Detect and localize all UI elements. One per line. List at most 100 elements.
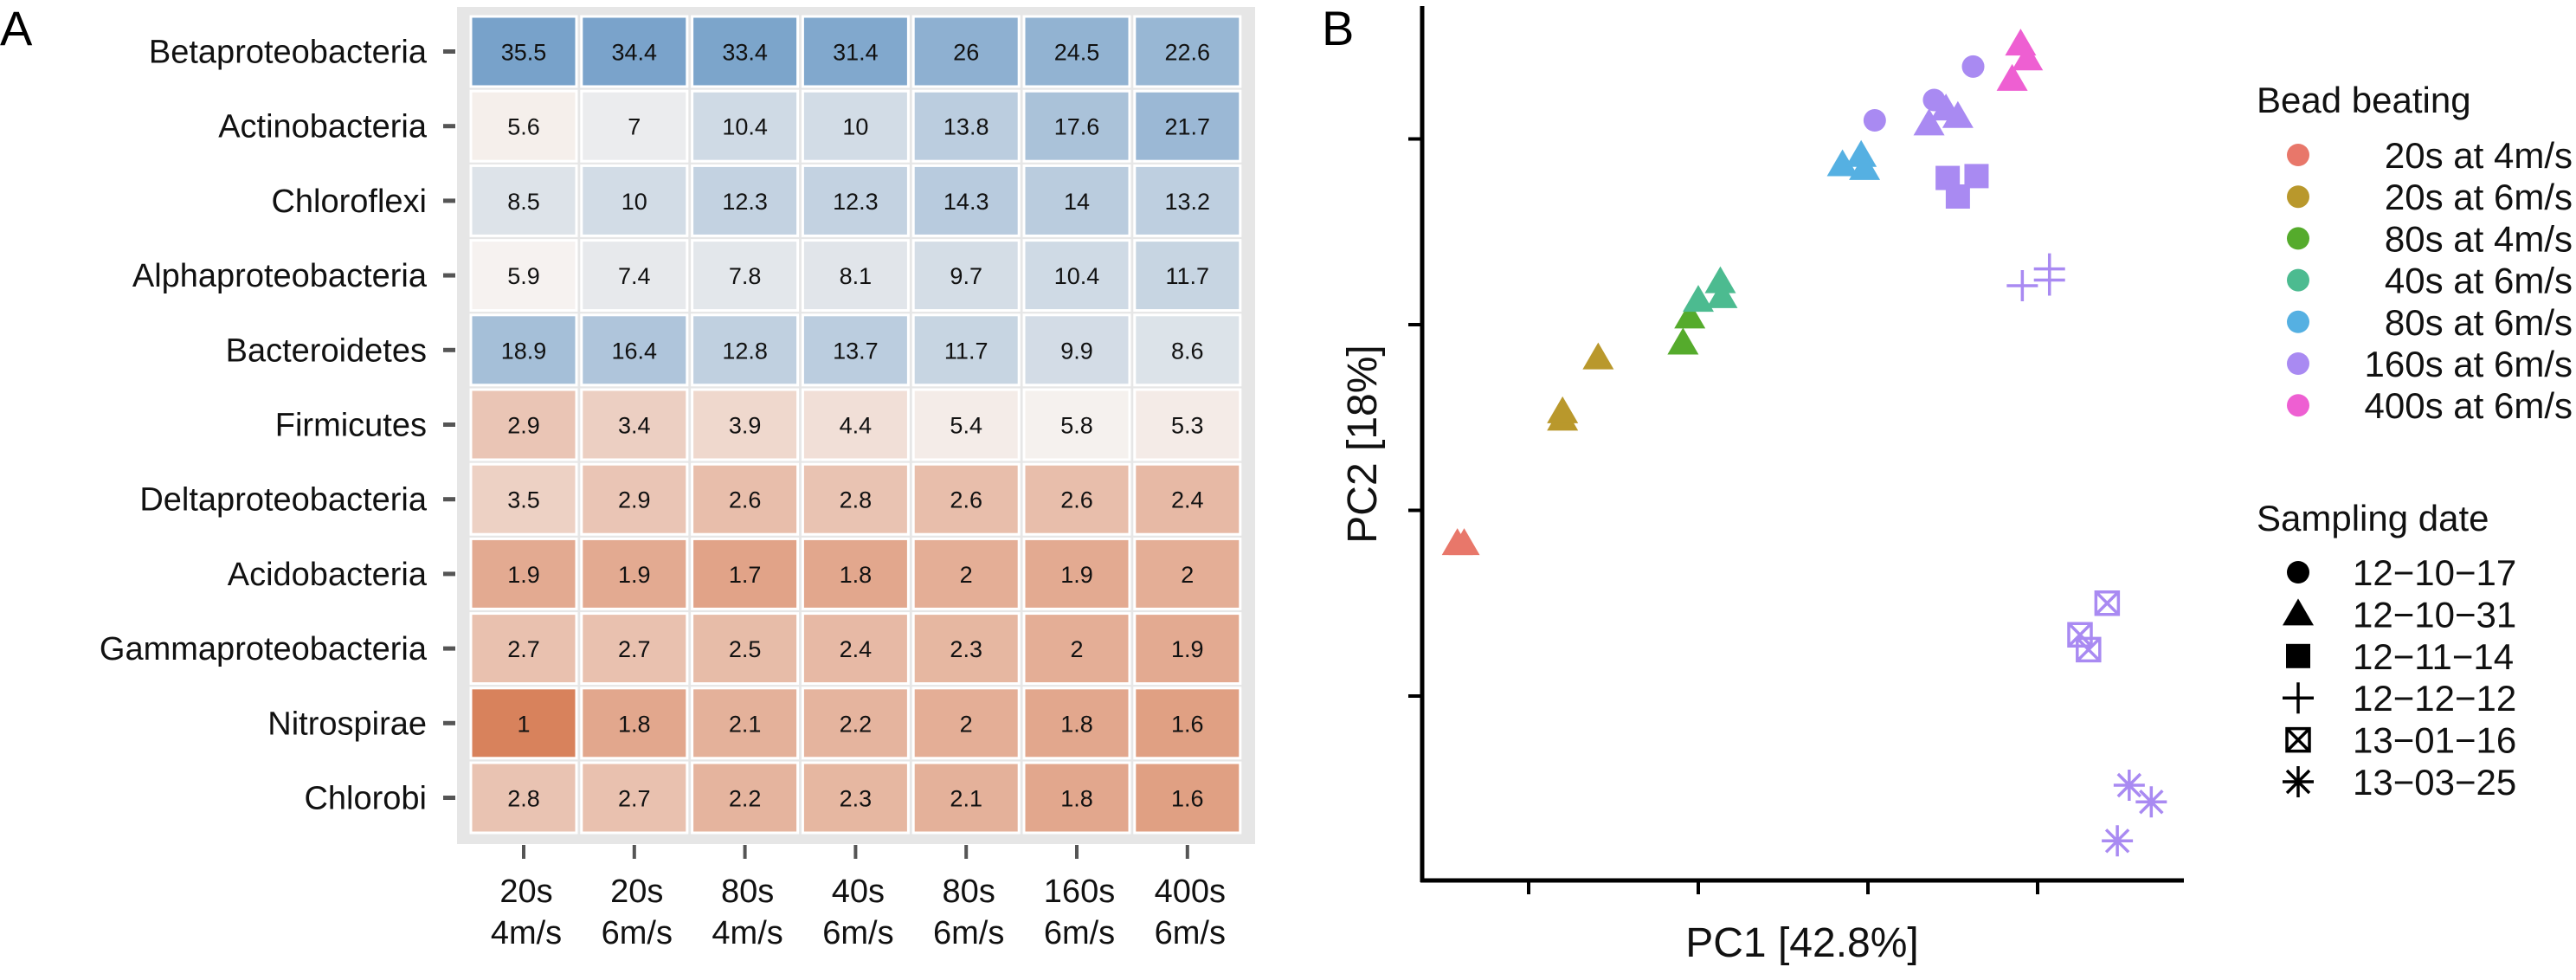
column-label-line1: 40s <box>832 874 885 910</box>
heatmap-cell <box>580 687 689 760</box>
heatmap-cell <box>691 761 800 835</box>
row-label: Chlorobi <box>304 781 427 817</box>
heatmap-cell <box>911 537 1021 610</box>
data-point <box>1845 139 1877 167</box>
panel-label-a: A <box>0 1 33 55</box>
heatmap-cell <box>1022 313 1131 387</box>
cell-value: 24.5 <box>1054 40 1100 66</box>
cell-value: 8.6 <box>1171 338 1204 364</box>
data-point <box>1704 266 1736 293</box>
legend-shape-key <box>2283 766 2314 797</box>
cell-value: 2 <box>1070 636 1083 662</box>
plus-marker <box>2006 269 2038 301</box>
data-point <box>2102 825 2134 857</box>
data-point <box>1683 285 1714 313</box>
legend-color-key <box>2287 310 2309 333</box>
legend-color-key <box>2287 227 2309 250</box>
cell-value: 11.7 <box>1166 263 1210 289</box>
heatmap-cell <box>801 761 910 835</box>
column-label-line1: 160s <box>1044 874 1115 910</box>
cell-value: 10 <box>842 114 868 140</box>
heatmap-cell <box>691 612 800 686</box>
cell-value: 2.9 <box>618 487 651 513</box>
row-label: Bacteroidetes <box>226 332 427 369</box>
plus-marker <box>2033 264 2065 296</box>
x-axis-label: PC1 [42.8%] <box>1685 920 1918 966</box>
triangle-marker <box>1913 108 1945 136</box>
cell-value: 1.8 <box>1060 786 1093 812</box>
row-label: Nitrospirae <box>267 706 427 742</box>
heatmap-cell <box>911 388 1021 461</box>
heatmap-cell <box>801 687 910 760</box>
data-point <box>2094 590 2121 616</box>
legend-shape-key <box>2283 598 2314 626</box>
circle-marker <box>2287 561 2309 583</box>
heatmap-cell <box>580 15 689 88</box>
cell-value: 2 <box>960 562 973 588</box>
column-label-line2: 6m/s <box>822 915 893 951</box>
cell-value: 13.7 <box>833 338 879 364</box>
heatmap-cell <box>1133 388 1242 461</box>
data-point <box>1964 164 1989 189</box>
scatter-panel: B PC1 [42.8%] PC2 [18%] Bead beating Sam… <box>1322 1 2573 966</box>
cell-value: 10.4 <box>1054 263 1100 289</box>
heatmap-cell <box>911 313 1021 387</box>
data-point <box>1996 63 2028 91</box>
cell-value: 10 <box>621 189 647 215</box>
legend-shape-label: 12−11−14 <box>2353 636 2514 677</box>
square-marker <box>1945 184 1970 209</box>
cell-value: 14.3 <box>943 189 989 215</box>
cell-value: 5.3 <box>1171 413 1204 439</box>
triangle-marker <box>1849 152 1881 180</box>
circle-marker <box>1863 109 1886 132</box>
boxx-marker <box>2094 590 2121 616</box>
legend-color-key <box>2287 268 2309 292</box>
heatmap-cell <box>691 388 800 461</box>
triangle-marker <box>1582 342 1614 370</box>
data-point <box>1706 280 1738 308</box>
cell-value: 5.8 <box>1060 413 1093 439</box>
heatmap-cell <box>911 15 1021 88</box>
heatmap-cell <box>1133 687 1242 760</box>
cell-value: 1.9 <box>1171 636 1204 662</box>
cell-value: 16.4 <box>612 338 658 364</box>
cell-value: 3.4 <box>618 413 651 439</box>
heatmap-cell <box>469 761 578 835</box>
heatmap-cell <box>1133 164 1242 237</box>
triangle-marker <box>1448 528 1480 556</box>
legend-color-label: 80s at 4m/s <box>2385 218 2573 259</box>
legend-color-key <box>2287 352 2309 375</box>
cell-value: 7.8 <box>729 263 762 289</box>
heatmap-cell <box>469 388 578 461</box>
heatmap-cell <box>911 164 1021 237</box>
heatmap-cell <box>911 239 1021 313</box>
row-label: Betaproteobacteria <box>149 35 428 71</box>
legend-shape-label: 13−01−16 <box>2353 720 2516 761</box>
legend-title-bead-beating: Bead beating <box>2257 80 2471 120</box>
heatmap-cell <box>469 313 578 387</box>
cell-value: 31.4 <box>833 40 879 66</box>
triangle-marker <box>1706 280 1738 308</box>
heatmap-cell <box>691 313 800 387</box>
triangle-marker <box>1674 301 1706 329</box>
heatmap-cell <box>801 537 910 610</box>
legend-shape-label: 12−10−31 <box>2353 594 2516 635</box>
asterisk-marker <box>2283 766 2314 797</box>
data-point <box>2012 43 2044 71</box>
cell-value: 2.6 <box>950 487 982 513</box>
heatmap-cell <box>801 462 910 536</box>
triangle-marker <box>2012 43 2044 71</box>
heatmap-cell <box>1022 239 1131 313</box>
heatmap-cell <box>580 612 689 686</box>
row-label: Chloroflexi <box>271 184 427 220</box>
cell-value: 1.9 <box>507 562 540 588</box>
cell-value: 2.6 <box>729 487 762 513</box>
triangle-marker <box>1704 266 1736 293</box>
cell-value: 2.2 <box>729 786 762 812</box>
triangle-marker <box>2283 598 2314 626</box>
data-point <box>1826 149 1858 177</box>
data-point <box>2033 264 2065 296</box>
cell-value: 8.5 <box>507 189 540 215</box>
column-label-line1: 80s <box>721 874 774 910</box>
triangle-marker <box>1683 285 1714 313</box>
